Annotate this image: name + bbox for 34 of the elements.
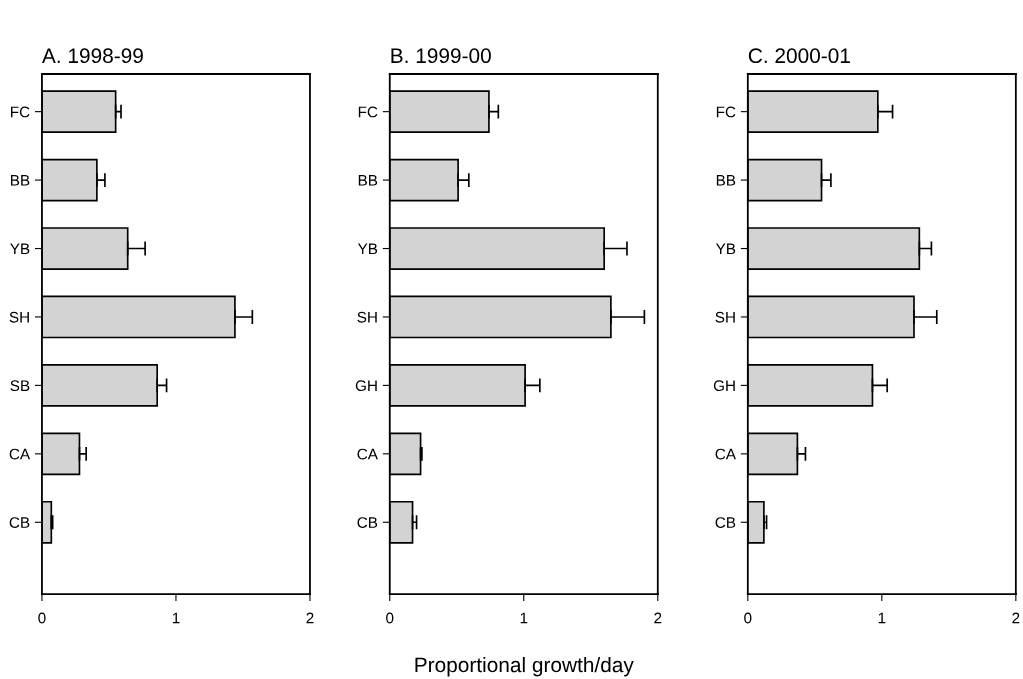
y-tick-label: GH	[713, 380, 735, 392]
x-tick-label: 2	[306, 612, 314, 624]
y-tick-label: BB	[358, 175, 378, 186]
chart-title: B. 1999-00	[391, 48, 491, 64]
y-tick-label: CB	[715, 517, 736, 528]
x-tick-label: 2	[654, 612, 662, 624]
y-tick-label: YB	[715, 243, 736, 255]
y-tick-label: CA	[715, 448, 736, 460]
y-tick-label: SH	[357, 311, 377, 323]
y-tick-label: CB	[357, 517, 378, 528]
x-tick-label: 0	[38, 612, 46, 624]
y-tick-label: CA	[9, 448, 31, 460]
y-tick-label: YB	[10, 243, 30, 255]
y-tick-label: CB	[9, 517, 30, 528]
y-tick-label: FC	[358, 106, 378, 118]
x-axis-title: Proportional growth/day	[415, 656, 634, 677]
y-tick-label: BB	[716, 175, 736, 186]
x-tick-label: 1	[878, 612, 886, 624]
y-tick-label: SH	[9, 311, 29, 323]
x-tick-label: 0	[744, 612, 752, 624]
x-tick-label: 1	[172, 612, 180, 624]
y-tick-label: YB	[357, 243, 378, 255]
y-tick-label: FC	[716, 106, 736, 118]
y-tick-label: SH	[715, 311, 735, 323]
x-tick-label: 2	[1012, 612, 1020, 624]
x-tick-label: 1	[520, 612, 528, 624]
y-tick-label: CA	[357, 448, 378, 460]
x-tick-label: 0	[386, 612, 394, 624]
chart-title: C. 2000-01	[748, 48, 850, 64]
y-tick-label: GH	[355, 380, 377, 392]
chart-title: A. 1998-99	[41, 48, 143, 64]
y-tick-label: FC	[11, 106, 30, 118]
y-tick-label: SB	[10, 380, 30, 392]
y-tick-label: BB	[11, 175, 30, 186]
